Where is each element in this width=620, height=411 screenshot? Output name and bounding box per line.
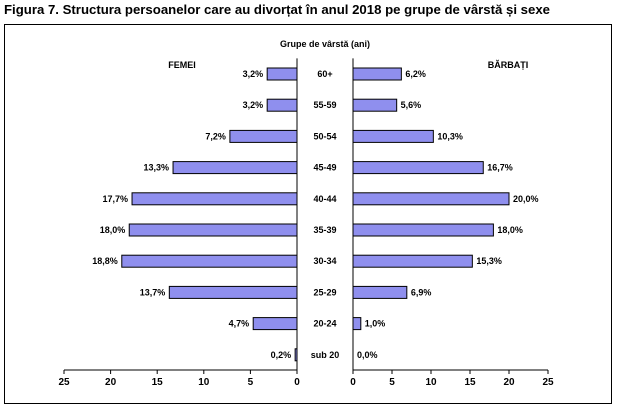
bar-femei-1: [266, 98, 298, 112]
right-tick-label-3: 15: [464, 377, 476, 388]
data-label-barbati-0: 6,2%: [405, 69, 426, 79]
category-label-7: 25-29: [313, 287, 336, 297]
right-tick-label-2: 10: [425, 377, 437, 388]
bar-barbati-4: [352, 192, 510, 206]
bar-barbati-3: [352, 161, 484, 175]
bar-femei-6: [121, 254, 298, 268]
left-tick-label-2: 15: [152, 377, 164, 388]
category-label-9: sub 20: [311, 350, 340, 360]
bar-barbati-8: [352, 317, 362, 331]
data-label-barbati-8: 1,0%: [365, 319, 386, 329]
category-label-6: 30-34: [313, 256, 336, 266]
data-label-femei-2: 7,2%: [205, 131, 226, 141]
data-label-femei-6: 18,8%: [92, 256, 118, 266]
category-label-2: 50-54: [313, 131, 336, 141]
axes-group: 25 20 15 10 5 0 0 5 10 15 20 25: [58, 58, 554, 388]
data-label-barbati-2: 10,3%: [437, 131, 463, 141]
category-label-3: 45-49: [313, 163, 336, 173]
left-tick-label-4: 5: [248, 377, 254, 388]
data-label-barbati-3: 16,7%: [487, 163, 513, 173]
bar-barbati-6: [352, 254, 473, 268]
data-label-femei-0: 3,2%: [243, 69, 264, 79]
data-label-femei-4: 17,7%: [103, 194, 129, 204]
bar-femei-5: [128, 223, 298, 237]
left-tick-label-0: 25: [58, 377, 70, 388]
right-tick-label-4: 20: [503, 377, 515, 388]
left-tick-label-3: 10: [198, 377, 210, 388]
right-series-label: BĂRBAȚI: [488, 60, 529, 70]
category-header: Grupe de vârstă (ani): [280, 39, 370, 49]
bar-femei-0: [266, 67, 298, 81]
data-label-femei-8: 4,7%: [229, 319, 250, 329]
category-label-5: 35-39: [313, 225, 336, 235]
data-label-barbati-5: 18,0%: [497, 225, 523, 235]
marks-group: 3,2% 6,2% 60+ 3,2% 5,6% 55-59 7,2% 10,3% 50-54 13…: [92, 67, 539, 362]
data-label-femei-9: 0,2%: [271, 350, 292, 360]
left-tick-label-1: 20: [105, 377, 117, 388]
bar-femei-7: [168, 285, 298, 299]
bar-femei-4: [131, 192, 298, 206]
bar-femei-9: [294, 348, 298, 362]
category-label-8: 20-24: [313, 319, 336, 329]
left-series-label: FEMEI: [168, 60, 196, 70]
bar-barbati-0: [352, 67, 402, 81]
category-label-4: 40-44: [313, 194, 336, 204]
right-tick-label-5: 25: [542, 377, 554, 388]
left-tick-label-5: 0: [294, 377, 300, 388]
data-label-barbati-1: 5,6%: [401, 100, 422, 110]
right-tick-label-1: 5: [389, 377, 395, 388]
bar-femei-2: [229, 129, 298, 143]
right-tick-label-0: 0: [350, 377, 356, 388]
data-label-barbati-4: 20,0%: [513, 194, 539, 204]
figure-title: Figura 7. Structura persoanelor care au …: [4, 2, 551, 17]
bar-barbati-2: [352, 129, 434, 143]
category-label-0: 60+: [317, 69, 332, 79]
data-label-femei-5: 18,0%: [100, 225, 126, 235]
data-label-femei-1: 3,2%: [243, 100, 264, 110]
bar-femei-3: [172, 161, 298, 175]
bar-barbati-1: [352, 98, 398, 112]
data-label-barbati-6: 15,3%: [476, 256, 502, 266]
data-label-femei-3: 13,3%: [144, 163, 170, 173]
data-label-barbati-7: 6,9%: [411, 287, 432, 297]
chart-frame: [4, 24, 612, 404]
data-label-femei-7: 13,7%: [140, 287, 166, 297]
bar-barbati-7: [352, 285, 408, 299]
bar-femei-8: [252, 317, 298, 331]
data-label-barbati-9: 0,0%: [357, 350, 378, 360]
category-label-1: 55-59: [313, 100, 336, 110]
bar-barbati-5: [352, 223, 494, 237]
